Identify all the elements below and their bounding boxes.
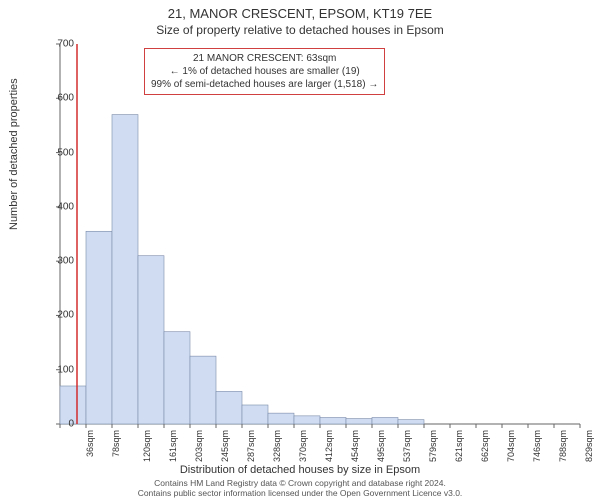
info-line2: ← 1% of detached houses are smaller (19) [151, 65, 378, 78]
x-tick: 537sqm [402, 430, 412, 462]
info-line3: 99% of semi-detached houses are larger (… [151, 78, 378, 91]
y-axis-label: Number of detached properties [8, 78, 20, 230]
x-tick: 370sqm [298, 430, 308, 462]
y-tick: 0 [44, 419, 74, 430]
y-tick: 300 [44, 256, 74, 267]
x-tick: 203sqm [194, 430, 204, 462]
title-subtitle: Size of property relative to detached ho… [0, 21, 600, 37]
x-tick: 454sqm [350, 430, 360, 462]
y-tick: 500 [44, 147, 74, 158]
y-tick: 400 [44, 201, 74, 212]
x-tick: 746sqm [532, 430, 542, 462]
x-tick: 579sqm [428, 430, 438, 462]
x-tick: 287sqm [246, 430, 256, 462]
x-tick: 245sqm [220, 430, 230, 462]
attribution-line2: Contains public sector information licen… [0, 488, 600, 498]
y-tick: 100 [44, 364, 74, 375]
x-tick: 36sqm [85, 430, 95, 457]
x-tick: 829sqm [584, 430, 594, 462]
attribution-line1: Contains HM Land Registry data © Crown c… [0, 478, 600, 488]
x-tick: 161sqm [168, 430, 178, 462]
histogram-plot [60, 44, 580, 424]
x-tick: 328sqm [272, 430, 282, 462]
y-tick: 200 [44, 310, 74, 321]
x-tick: 120sqm [142, 430, 152, 462]
x-tick: 78sqm [111, 430, 121, 457]
x-tick: 788sqm [558, 430, 568, 462]
x-tick: 412sqm [324, 430, 334, 462]
chart-area [60, 44, 580, 424]
chart-container: 21, MANOR CRESCENT, EPSOM, KT19 7EE Size… [0, 0, 600, 500]
x-tick: 662sqm [480, 430, 490, 462]
info-box: 21 MANOR CRESCENT: 63sqm ← 1% of detache… [144, 48, 385, 95]
x-tick: 621sqm [454, 430, 464, 462]
title-address: 21, MANOR CRESCENT, EPSOM, KT19 7EE [0, 0, 600, 21]
y-tick: 600 [44, 93, 74, 104]
x-tick: 495sqm [376, 430, 386, 462]
x-tick: 704sqm [506, 430, 516, 462]
info-line1: 21 MANOR CRESCENT: 63sqm [151, 52, 378, 65]
attribution: Contains HM Land Registry data © Crown c… [0, 478, 600, 498]
y-tick: 700 [44, 39, 74, 50]
x-axis-label: Distribution of detached houses by size … [0, 464, 600, 476]
